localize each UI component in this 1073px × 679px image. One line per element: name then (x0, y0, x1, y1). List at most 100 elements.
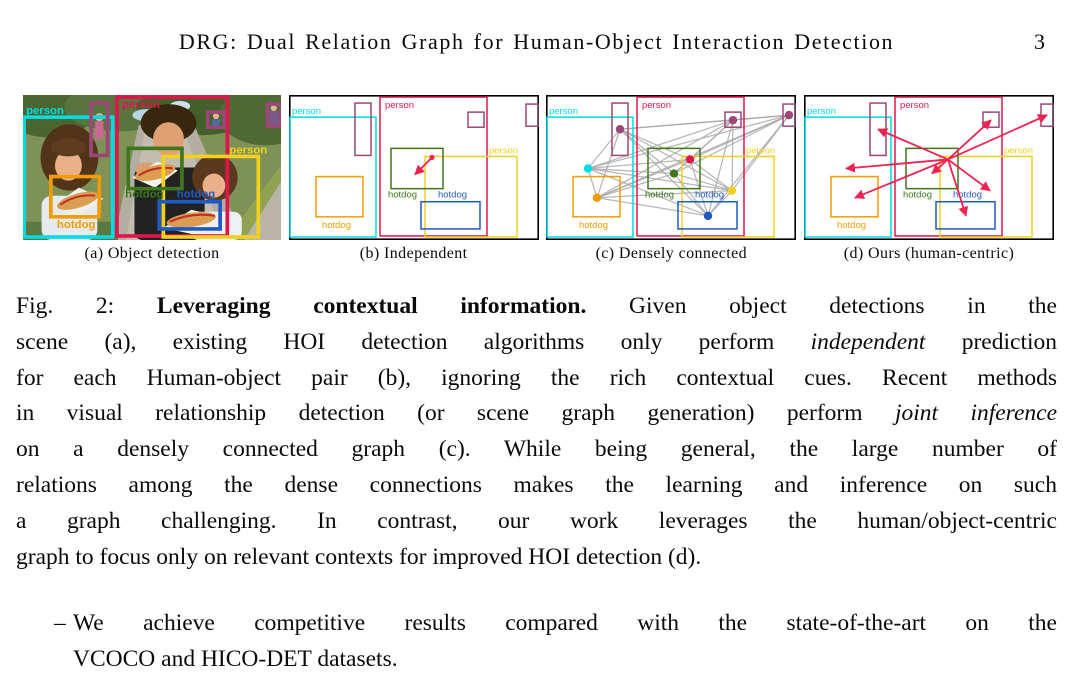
arrow-to-n-purple3 (947, 114, 1048, 161)
bbox-label-hotdog-blue: hotdog (953, 190, 982, 201)
bbox-hotdog-orange (572, 175, 622, 218)
graph-node-n-yellow (728, 186, 737, 195)
panel-d-svg: person person person hotdog hotdog hotdog (803, 95, 1054, 240)
paper-title: DRG: Dual Relation Graph for Human-Objec… (178, 29, 895, 54)
arrow-to-n-yellow (947, 158, 991, 192)
arrow-to-n-purple1 (877, 128, 949, 161)
caption-segment: Leveraging contextual information. (156, 293, 587, 319)
page-number: 3 (1034, 29, 1045, 54)
figure-caption-line: on a densely connected graph (c). While … (16, 432, 1057, 468)
bbox-label-person-yellow: person (489, 145, 518, 156)
arrow-to-n-blue (947, 159, 968, 217)
panel-a-image: person person person hotdog hotdog hotdog (23, 95, 281, 240)
bbox-label-hotdog-green: hotdog (388, 190, 417, 201)
panel-c-diagram: person person person hotdog hotdog hotdog (546, 95, 797, 240)
bbox-bg-person-2 (205, 110, 227, 130)
bbox-person-cyan (546, 116, 635, 238)
bbox-person-cyan (288, 116, 377, 238)
figure-caption: Fig. 2: Leveraging contextual informatio… (16, 289, 1057, 575)
bbox-hotdog-orange (314, 175, 364, 218)
caption-segment: scene (a), existing HOI detection algori… (16, 328, 811, 355)
graph-node-n-blue (704, 211, 713, 221)
bbox-label-person-red: person (900, 100, 929, 111)
bbox-label-hotdog-orange: hotdog (579, 220, 608, 231)
caption-segment: in visual relationship detection (or sce… (16, 400, 895, 427)
graph-node-n-green (670, 169, 679, 178)
bbox-label-person-cyan: person (807, 106, 836, 117)
caption-segment: Given object detections in the (586, 293, 1057, 319)
bbox-person-yellow (681, 155, 776, 238)
bbox-hotdog-green (647, 147, 702, 190)
caption-segment: a graph challenging. In contrast, our wo… (16, 507, 1057, 534)
figure-2-panels: person person person hotdog hotdog hotdog (a)… (23, 95, 1054, 263)
graph-node-n-cyan (584, 164, 593, 173)
figure-caption-line: relations among the dense connections ma… (16, 468, 1057, 504)
panel-densely-connected: person person person hotdog hotdog hotdog (c)… (546, 95, 797, 263)
bbox-bg-person-3 (782, 103, 797, 127)
bbox-label-person-yellow: person (229, 145, 267, 157)
bbox-bg-person-1 (353, 102, 372, 157)
running-header: DRG: Dual Relation Graph for Human-Objec… (16, 29, 1057, 55)
arrow-to-n-green (931, 158, 949, 175)
bbox-label-person-red: person (385, 100, 414, 111)
bbox-bg-person-2 (724, 111, 743, 128)
caption-segment: independent (810, 328, 926, 355)
figure-caption-line: scene (a), existing HOI detection algori… (16, 325, 1057, 361)
bbox-hotdog-green (905, 147, 959, 190)
bbox-label-person-cyan: person (26, 105, 64, 117)
panel-d-diagram: person person person hotdog hotdog hotdog (803, 95, 1054, 240)
panel-b-svg: person person person hotdog hotdog hotdog (288, 95, 539, 240)
bbox-bg-person-1 (89, 101, 110, 158)
panel-d-caption: (d) Ours (human-centric) (843, 245, 1015, 262)
caption-segment: joint inference (894, 400, 1058, 427)
bbox-person-cyan (23, 115, 115, 239)
bbox-label-hotdog-blue: hotdog (438, 190, 467, 201)
bbox-hotdog-blue (677, 200, 739, 230)
bbox-person-yellow (161, 154, 261, 239)
arrow-to-n-purple2 (947, 119, 992, 161)
bullet-line: VCOCO and HICO-DET datasets. (73, 645, 398, 672)
bbox-label-hotdog-orange: hotdog (322, 220, 351, 231)
human-centric-arrows (844, 114, 1048, 217)
figure-caption-line: a graph challenging. In contrast, our wo… (16, 504, 1057, 540)
figure-caption-line: Fig. 2: Leveraging contextual informatio… (16, 289, 1057, 325)
bbox-bg-person-1 (611, 102, 630, 157)
prediction-arrow (413, 156, 433, 176)
bbox-label-hotdog-green: hotdog (645, 190, 674, 201)
panel-c-svg: person person person hotdog hotdog hotdog (546, 95, 797, 240)
bbox-hotdog-blue (419, 200, 481, 230)
figure-caption-line: for each Human-object pair (b), ignoring… (16, 361, 1057, 397)
panel-object-detection: person person person hotdog hotdog hotdog (a)… (23, 95, 281, 263)
bbox-label-hotdog-orange: hotdog (837, 220, 866, 231)
graph-node-n-orange (593, 193, 602, 202)
graph-node-n-purple1 (616, 125, 625, 134)
bbox-label-hotdog-green: hotdog (125, 189, 164, 201)
bbox-label-hotdog-blue: hotdog (695, 190, 724, 201)
bbox-label-person-red: person (642, 100, 671, 111)
bullet-text: We achieve competitive results compared … (73, 606, 1057, 678)
bbox-hotdog-orange (830, 175, 879, 218)
bbox-hotdog-green (126, 146, 184, 191)
arrow-to-n-cyan (844, 158, 949, 173)
bbox-person-red (378, 96, 488, 237)
bbox-label-hotdog-orange: hotdog (57, 219, 96, 231)
bbox-hotdog-orange (49, 174, 102, 219)
bbox-person-yellow (939, 155, 1033, 238)
bbox-person-yellow (423, 155, 518, 238)
caption-segment: graph to focus only on relevant contexts… (16, 543, 702, 570)
bbox-label-person-red: person (122, 99, 160, 111)
bbox-person-cyan (804, 116, 892, 238)
bbox-label-hotdog-blue: hotdog (177, 189, 216, 201)
bbox-bg-person-3 (524, 103, 539, 127)
bbox-hotdog-green (389, 147, 444, 190)
figure-caption-line: graph to focus only on relevant contexts… (16, 540, 1057, 576)
panel-a-svg: person person person hotdog hotdog hotdog (23, 95, 281, 240)
bbox-label-person-yellow: person (1004, 145, 1033, 156)
bbox-label-person-yellow: person (746, 145, 775, 156)
panel-ours-human-centric: person person person hotdog hotdog hotdog (d)… (803, 95, 1054, 263)
bullet-line: We achieve competitive results compared … (73, 610, 1057, 636)
graph-node-n-purple3 (785, 110, 794, 120)
bbox-hotdog-blue (935, 200, 996, 230)
bbox-bg-person-2 (466, 111, 485, 128)
graph-node-n-red (686, 155, 695, 164)
